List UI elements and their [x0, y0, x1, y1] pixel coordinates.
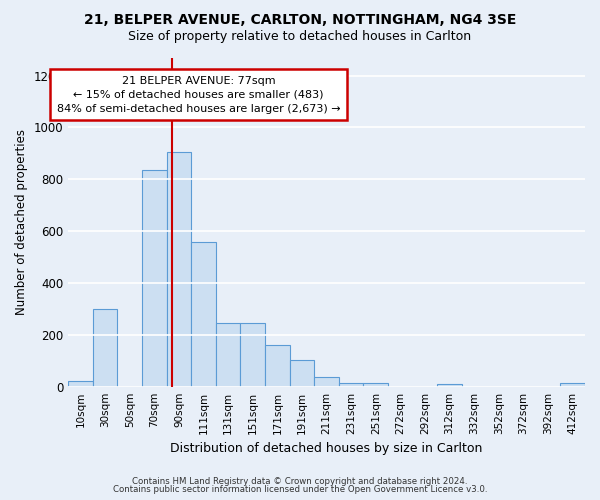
Text: Contains HM Land Registry data © Crown copyright and database right 2024.: Contains HM Land Registry data © Crown c… [132, 477, 468, 486]
Text: Size of property relative to detached houses in Carlton: Size of property relative to detached ho… [128, 30, 472, 43]
Bar [142, 170, 167, 386]
Bar [68, 382, 93, 386]
Y-axis label: Number of detached properties: Number of detached properties [15, 129, 28, 315]
Bar [364, 383, 388, 386]
Bar [265, 345, 290, 387]
Bar [339, 383, 364, 386]
Bar [437, 384, 462, 386]
Bar [167, 152, 191, 386]
Text: 21 BELPER AVENUE: 77sqm
← 15% of detached houses are smaller (483)
84% of semi-d: 21 BELPER AVENUE: 77sqm ← 15% of detache… [57, 76, 340, 114]
Bar [241, 323, 265, 386]
Bar [560, 383, 585, 386]
Bar [290, 360, 314, 386]
Bar [93, 309, 118, 386]
Text: 21, BELPER AVENUE, CARLTON, NOTTINGHAM, NG4 3SE: 21, BELPER AVENUE, CARLTON, NOTTINGHAM, … [84, 12, 516, 26]
X-axis label: Distribution of detached houses by size in Carlton: Distribution of detached houses by size … [170, 442, 483, 455]
Bar [191, 242, 216, 386]
Bar [314, 377, 339, 386]
Bar [216, 323, 241, 386]
Text: Contains public sector information licensed under the Open Government Licence v3: Contains public sector information licen… [113, 485, 487, 494]
